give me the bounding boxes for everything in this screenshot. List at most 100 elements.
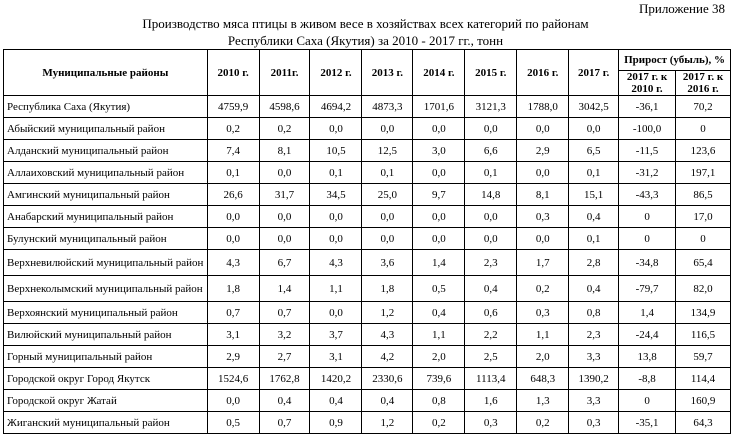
- year-value-cell: 10,5: [309, 139, 363, 162]
- year-header: 2014 г.: [412, 49, 466, 96]
- year-header: 2017 г.: [568, 49, 620, 96]
- year-value-cell: 26,6: [206, 183, 260, 206]
- year-value-cell: 0,2: [206, 117, 260, 140]
- year-value-cell: 0,0: [258, 227, 311, 250]
- growth-value-cell: 70,2: [675, 95, 731, 118]
- year-value-cell: 0,0: [206, 205, 260, 228]
- growth-value-cell: -36,1: [618, 95, 677, 118]
- year-value-cell: 1524,6: [206, 367, 260, 390]
- district-name-cell: Верхневилюйский муниципальный район: [3, 249, 208, 276]
- year-header: 2012 г.: [309, 49, 363, 96]
- year-value-cell: 0,4: [361, 389, 414, 412]
- growth-value-cell: 0: [675, 227, 731, 250]
- district-name-cell: Городской округ Жатай: [3, 389, 208, 412]
- year-value-cell: 3121,3: [464, 95, 518, 118]
- growth-subheader: 2017 г. к 2010 г.: [618, 70, 677, 96]
- year-value-cell: 12,5: [361, 139, 414, 162]
- year-value-cell: 0,5: [412, 275, 466, 302]
- year-value-cell: 1,1: [412, 323, 466, 346]
- growth-value-cell: -34,8: [618, 249, 677, 276]
- district-column-header: Муниципальные районы: [3, 49, 208, 96]
- year-value-cell: 0,3: [516, 205, 570, 228]
- year-value-cell: 3,3: [568, 389, 620, 412]
- district-name-cell: Булунский муниципальный район: [3, 227, 208, 250]
- year-value-cell: 0,9: [309, 411, 363, 434]
- year-value-cell: 0,3: [568, 411, 620, 434]
- year-value-cell: 1390,2: [568, 367, 620, 390]
- year-value-cell: 4,2: [361, 345, 414, 368]
- year-value-cell: 0,8: [412, 389, 466, 412]
- year-value-cell: 0,0: [412, 227, 466, 250]
- growth-value-cell: -11,5: [618, 139, 677, 162]
- growth-value-cell: 65,4: [675, 249, 731, 276]
- year-value-cell: 9,7: [412, 183, 466, 206]
- year-value-cell: 1,1: [309, 275, 363, 302]
- growth-value-cell: -79,7: [618, 275, 677, 302]
- year-value-cell: 0,1: [206, 161, 260, 184]
- year-value-cell: 7,4: [206, 139, 260, 162]
- year-value-cell: 0,0: [361, 117, 414, 140]
- year-header: 2015 г.: [464, 49, 518, 96]
- year-value-cell: 34,5: [309, 183, 363, 206]
- growth-value-cell: 82,0: [675, 275, 731, 302]
- table-row: Верхнеколымский муниципальный район 1,8 1,…: [3, 275, 731, 302]
- year-value-cell: 0,3: [516, 301, 570, 324]
- district-name-cell: Абыйский муниципальный район: [3, 117, 208, 140]
- year-value-cell: 0,0: [206, 389, 260, 412]
- year-value-cell: 1,7: [516, 249, 570, 276]
- year-value-cell: 25,0: [361, 183, 414, 206]
- growth-header: Прирост (убыль), %: [618, 49, 731, 71]
- district-name-cell: Алданский муниципальный район: [3, 139, 208, 162]
- growth-value-cell: 0: [675, 117, 731, 140]
- year-value-cell: 6,6: [464, 139, 518, 162]
- year-value-cell: 0,0: [309, 301, 363, 324]
- year-value-cell: 0,0: [412, 117, 466, 140]
- district-name-cell: Городской округ Город Якутск: [3, 367, 208, 390]
- growth-value-cell: -43,3: [618, 183, 677, 206]
- district-name-cell: Вилюйский муниципальный район: [3, 323, 208, 346]
- year-value-cell: 0,3: [464, 411, 518, 434]
- year-value-cell: 1,2: [361, 301, 414, 324]
- growth-value-cell: 160,9: [675, 389, 731, 412]
- poultry-production-table: Муниципальные районы 2010 г. 2011г. 2012…: [3, 49, 731, 434]
- year-value-cell: 0,2: [516, 275, 570, 302]
- year-value-cell: 15,1: [568, 183, 620, 206]
- year-value-cell: 1113,4: [464, 367, 518, 390]
- year-value-cell: 2330,6: [361, 367, 414, 390]
- growth-value-cell: 86,5: [675, 183, 731, 206]
- growth-value-cell: -24,4: [618, 323, 677, 346]
- year-value-cell: 0,0: [516, 227, 570, 250]
- year-value-cell: 0,4: [412, 301, 466, 324]
- year-value-cell: 0,0: [412, 205, 466, 228]
- district-name-cell: Верхнеколымский муниципальный район: [3, 275, 208, 302]
- year-value-cell: 4,3: [309, 249, 363, 276]
- year-value-cell: 1,1: [516, 323, 570, 346]
- year-value-cell: 0,2: [258, 117, 311, 140]
- table-row: Республика Саха (Якутия) 4759,9 4598,6 4694…: [3, 95, 731, 118]
- year-value-cell: 2,5: [464, 345, 518, 368]
- year-value-cell: 0,7: [258, 301, 311, 324]
- year-value-cell: 1,2: [361, 411, 414, 434]
- table-row: Алданский муниципальный район 7,4 8,1 10,5 1…: [3, 139, 731, 162]
- year-value-cell: 0,0: [464, 227, 518, 250]
- year-value-cell: 3,7: [309, 323, 363, 346]
- year-value-cell: 3,0: [412, 139, 466, 162]
- year-value-cell: 0,0: [309, 117, 363, 140]
- year-value-cell: 648,3: [516, 367, 570, 390]
- year-value-cell: 0,0: [361, 227, 414, 250]
- year-value-cell: 0,1: [464, 161, 518, 184]
- year-value-cell: 1,4: [412, 249, 466, 276]
- year-value-cell: 0,0: [516, 117, 570, 140]
- growth-value-cell: 114,4: [675, 367, 731, 390]
- year-value-cell: 0,6: [464, 301, 518, 324]
- year-value-cell: 2,7: [258, 345, 311, 368]
- year-value-cell: 0,0: [361, 205, 414, 228]
- year-value-cell: 0,1: [568, 161, 620, 184]
- growth-value-cell: -8,8: [618, 367, 677, 390]
- growth-value-cell: 0: [618, 227, 677, 250]
- year-value-cell: 0,0: [258, 161, 311, 184]
- table-row: Амгинский муниципальный район 26,6 31,7 34,…: [3, 183, 731, 206]
- table-row: Городской округ Город Якутск 1524,6 1762,8…: [3, 367, 731, 390]
- table-row: Городской округ Жатай 0,0 0,4 0,4 0,4 0,8 1,6 1…: [3, 389, 731, 412]
- year-value-cell: 3042,5: [568, 95, 620, 118]
